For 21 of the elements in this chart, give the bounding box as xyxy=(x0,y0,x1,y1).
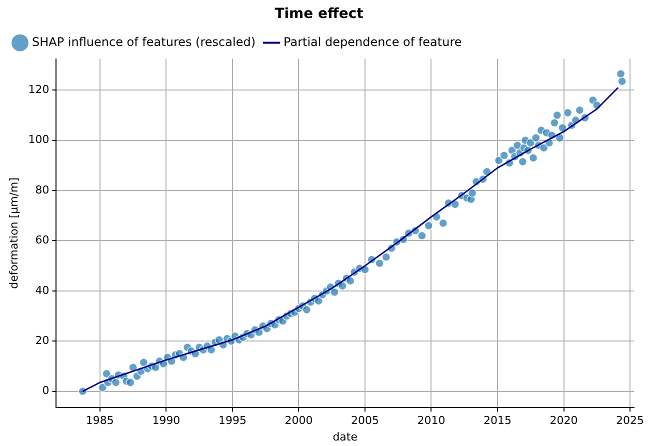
x-tick-label: 2025 xyxy=(616,414,644,428)
y-tick-label: 40 xyxy=(35,284,50,297)
y-tick-label: 120 xyxy=(28,83,50,96)
y-tick-label: 20 xyxy=(35,334,50,347)
x-tick-label: 2000 xyxy=(284,414,313,428)
y-axis-title: deformation [µm/m] xyxy=(7,177,20,289)
x-tick-label: 1990 xyxy=(152,414,180,428)
legend-label: Partial dependence of feature xyxy=(284,34,462,49)
y-tick-label: 100 xyxy=(28,133,50,146)
legend-label: SHAP influence of features (rescaled) xyxy=(32,34,256,49)
x-tick-label: 2005 xyxy=(350,414,379,428)
y-tick-label: 60 xyxy=(35,234,50,247)
chart-title: Time effect xyxy=(274,6,364,22)
y-tick-label: 80 xyxy=(35,183,50,196)
x-tick-label: 2015 xyxy=(484,414,512,428)
x-tick-label: 1995 xyxy=(218,414,246,428)
x-tick-label: 2010 xyxy=(417,414,446,428)
x-tick-label: 1985 xyxy=(86,414,114,428)
y-tick-label: 0 xyxy=(42,384,50,398)
x-tick-label: 2020 xyxy=(550,414,578,428)
x-axis-title: date xyxy=(332,430,358,444)
